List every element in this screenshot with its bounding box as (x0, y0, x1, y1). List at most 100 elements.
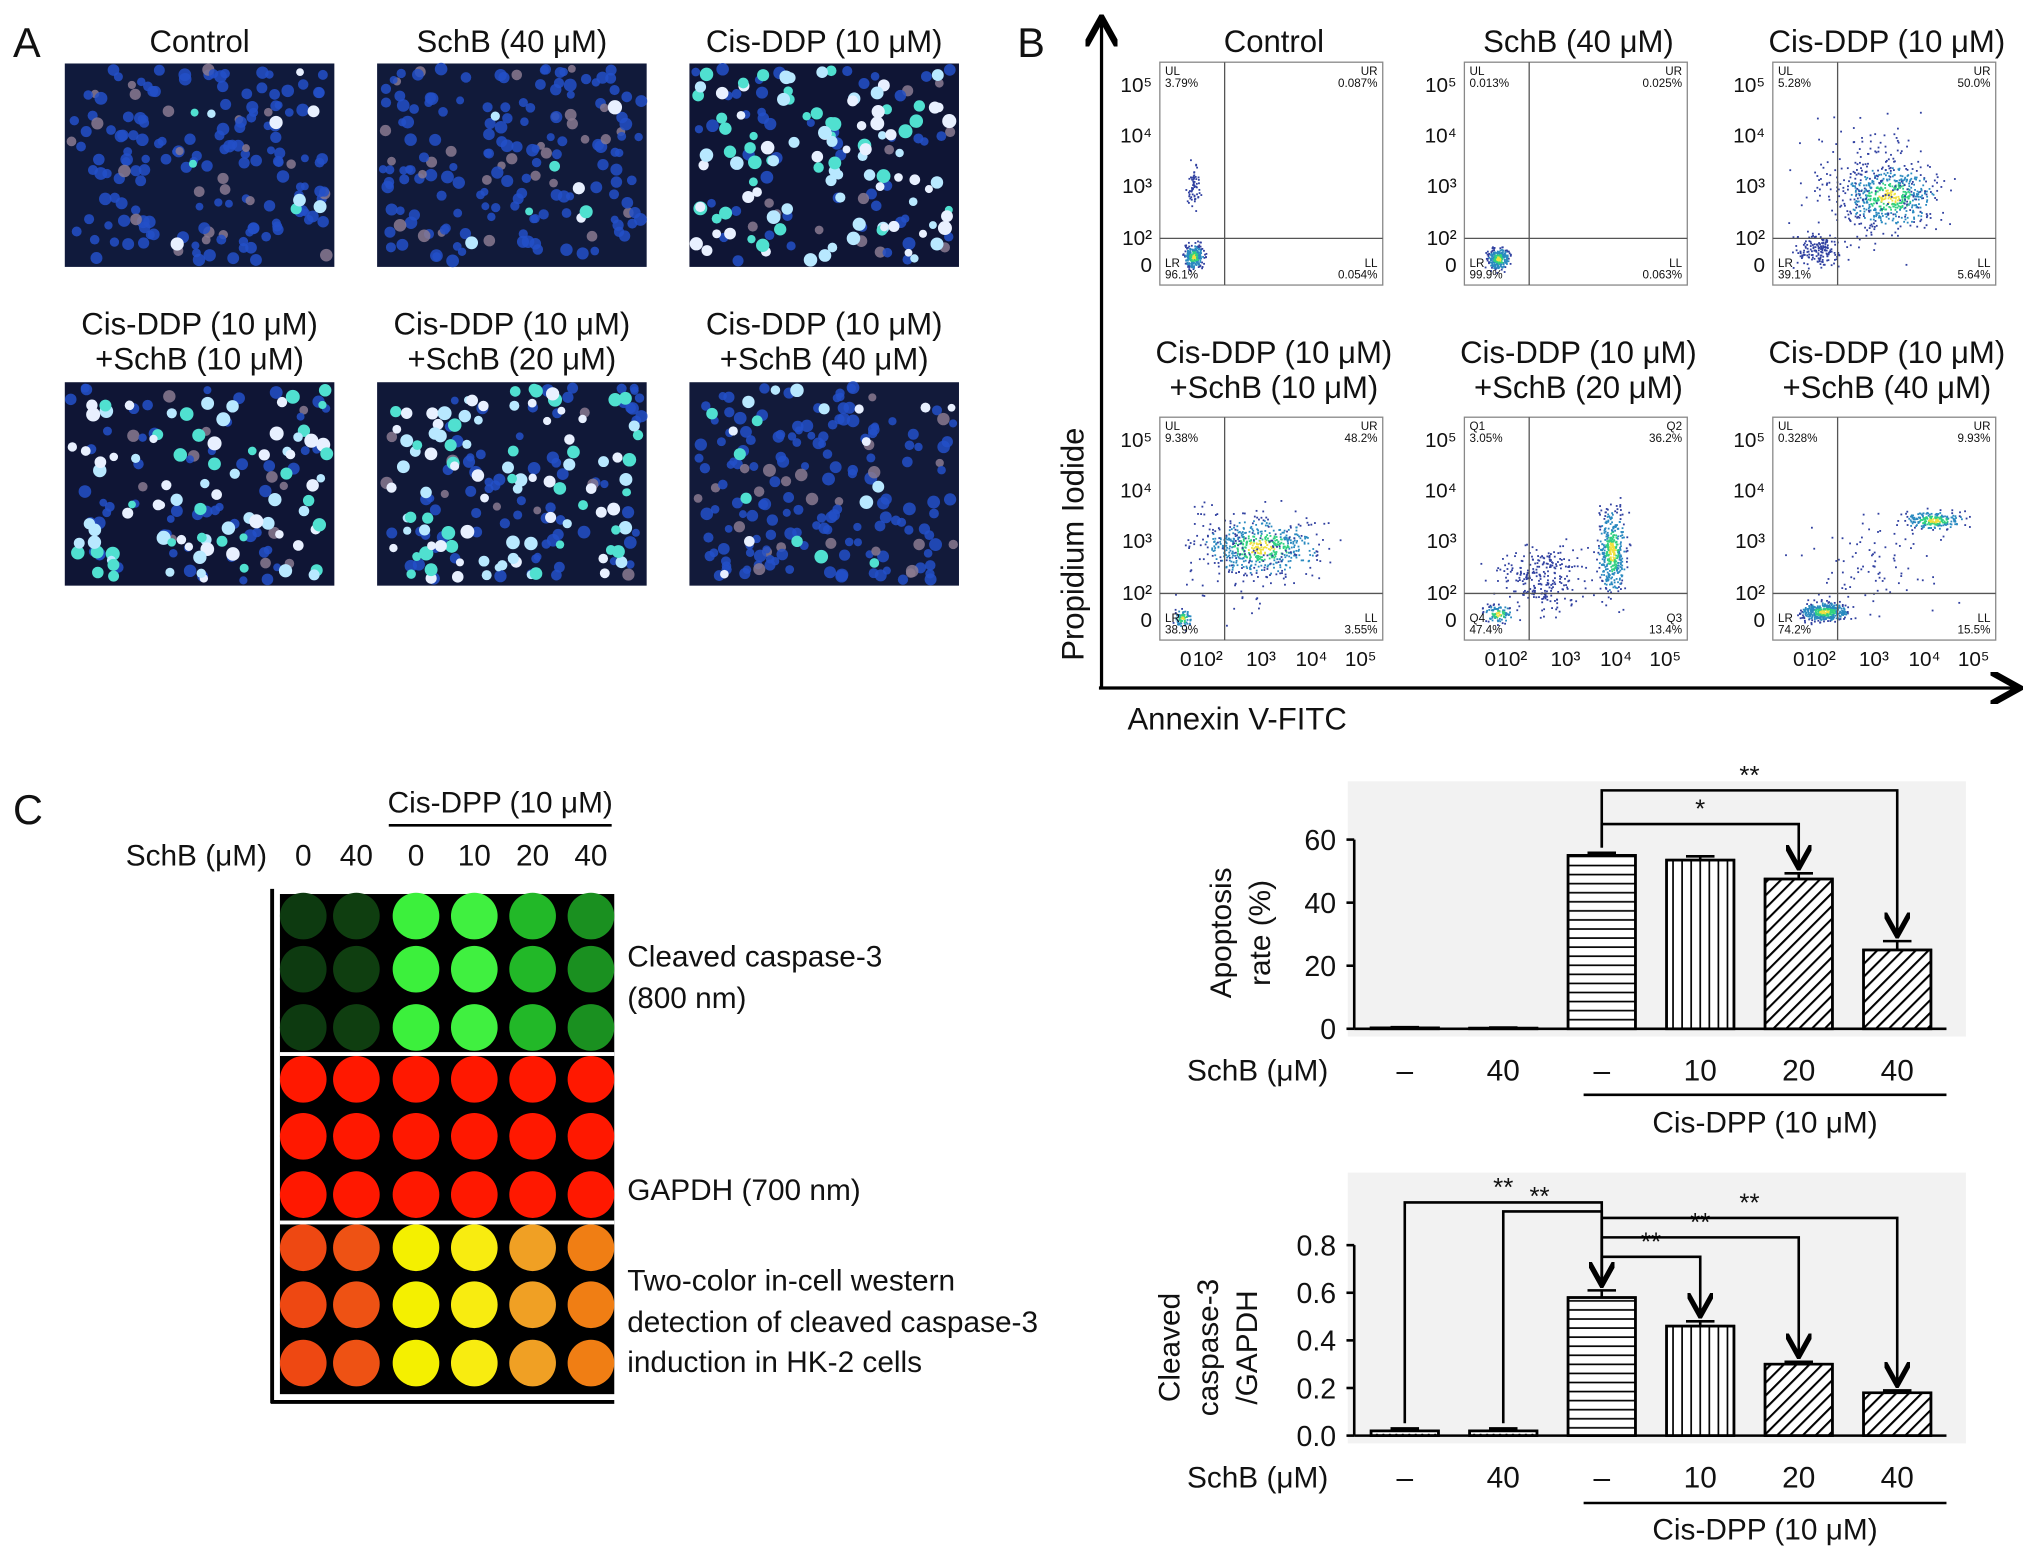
event-dot (1623, 550, 1626, 553)
event-dot (1604, 582, 1606, 585)
event-dot (1917, 516, 1920, 519)
event-dot (1486, 250, 1489, 253)
blot-bg (279, 894, 615, 1395)
quadrant-name: Q3 (1667, 612, 1683, 625)
event-dot (1485, 257, 1488, 260)
event-dot (1245, 543, 1248, 546)
event-dot (1188, 195, 1191, 198)
event-dot (1868, 205, 1871, 208)
event-dot (1287, 560, 1290, 563)
cell (625, 402, 636, 414)
event-dot (1615, 578, 1618, 580)
event-dot (1908, 195, 1911, 198)
event-dot (1495, 267, 1498, 270)
event-dot (1231, 552, 1233, 555)
event-dot (1819, 605, 1821, 608)
cell (541, 539, 551, 549)
event-dot (1825, 605, 1828, 608)
event-dot (1873, 551, 1876, 554)
event-dot (1191, 193, 1194, 196)
event-dot (1197, 240, 1199, 243)
event-dot (1225, 559, 1228, 562)
event-dot (1264, 501, 1267, 503)
cell (203, 249, 216, 262)
event-dot (1837, 606, 1840, 609)
cell (483, 234, 496, 247)
event-dot (1870, 187, 1872, 190)
event-dot (1498, 262, 1500, 265)
event-dot (1890, 195, 1893, 197)
event-dot (1914, 188, 1916, 191)
event-dot (1492, 265, 1495, 267)
event-dot (1895, 211, 1898, 213)
event-dot (1884, 169, 1887, 171)
cell (216, 122, 230, 136)
event-dot (1619, 518, 1622, 520)
event-dot (1519, 573, 1522, 576)
quadrant-name: Q2 (1667, 420, 1683, 433)
event-dot (1618, 611, 1621, 614)
event-dot (1903, 184, 1906, 187)
event-dot (1852, 185, 1854, 187)
event-dot (1925, 555, 1928, 557)
bright-cell (930, 176, 944, 189)
event-dot (1861, 169, 1863, 172)
event-dot (1260, 530, 1263, 533)
event-dot (1200, 248, 1203, 251)
event-dot (1611, 512, 1614, 515)
event-dot (1258, 542, 1261, 545)
event-dot (1609, 557, 1612, 560)
bright-cell (803, 253, 818, 267)
cell (888, 417, 897, 426)
cell (109, 237, 120, 247)
event-dot (1616, 557, 1619, 560)
event-dot (1797, 614, 1799, 617)
event-dot (1819, 256, 1822, 259)
bright-cell (247, 446, 257, 456)
event-dot (1874, 175, 1877, 178)
cell (567, 382, 579, 394)
cell (716, 62, 729, 76)
event-dot (1916, 518, 1919, 520)
event-dot (1609, 550, 1612, 553)
event-dot (1802, 243, 1805, 246)
event-dot (1178, 617, 1181, 620)
event-dot (1225, 565, 1228, 568)
event-dot (1281, 531, 1284, 534)
event-dot (1876, 199, 1879, 202)
event-dot (1496, 569, 1498, 572)
event-dot (1847, 188, 1849, 191)
event-dot (1216, 513, 1219, 516)
cell (576, 247, 589, 260)
event-dot (1608, 574, 1611, 577)
event-dot (1621, 574, 1624, 577)
event-dot (1214, 530, 1217, 533)
event-dot (1275, 553, 1278, 555)
event-dot (1266, 576, 1269, 579)
event-dot (1510, 564, 1513, 567)
event-dot (1211, 531, 1214, 534)
event-dot (1801, 254, 1804, 257)
bright-cell (909, 174, 921, 186)
event-dot (1256, 548, 1259, 551)
event-dot (1186, 254, 1189, 257)
event-dot (1606, 558, 1609, 561)
quadrant-name: LL (1978, 257, 1991, 270)
event-dot (1611, 570, 1614, 573)
event-dot (1500, 261, 1503, 264)
bright-cell (200, 478, 210, 489)
event-dot (1901, 175, 1904, 178)
event-dot (1505, 576, 1507, 579)
event-dot (1488, 606, 1491, 608)
cell (749, 462, 759, 471)
event-dot (1315, 533, 1318, 536)
event-dot (1218, 537, 1221, 539)
event-dot (1610, 544, 1613, 546)
event-dot (1540, 588, 1542, 590)
cell (567, 64, 576, 73)
event-dot (1188, 177, 1191, 180)
event-dot (1856, 197, 1859, 200)
event-dot (1500, 254, 1503, 257)
cell (191, 241, 200, 250)
event-dot (1818, 188, 1821, 191)
